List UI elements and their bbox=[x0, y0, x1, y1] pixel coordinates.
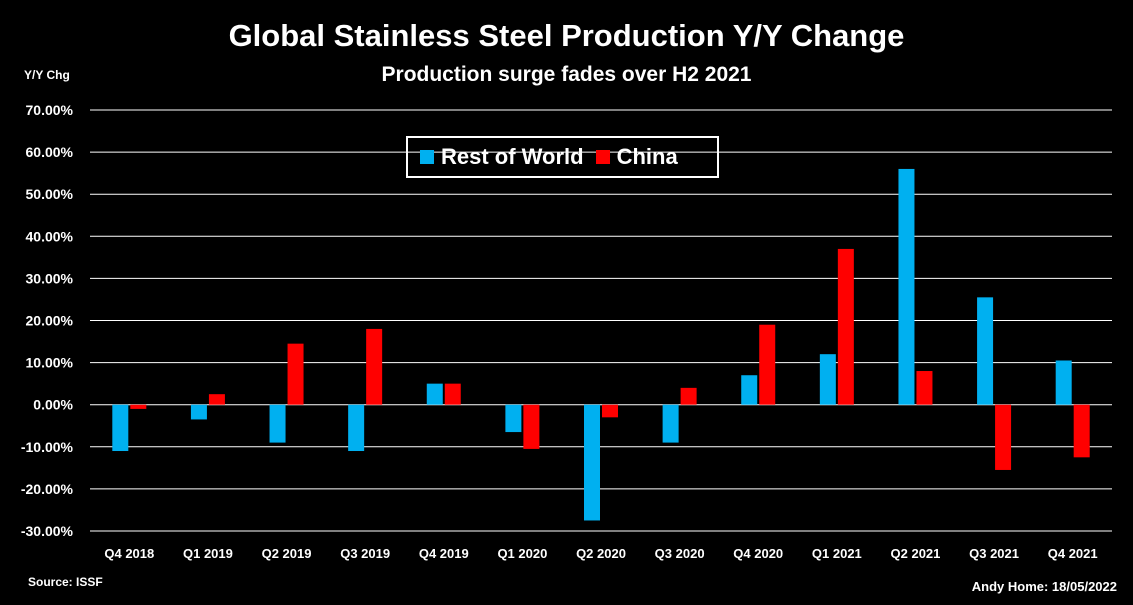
y-tick-label: 30.00% bbox=[26, 270, 74, 286]
x-tick-label: Q1 2019 bbox=[183, 546, 233, 561]
y-axis-label: Y/Y Chg bbox=[24, 68, 70, 82]
bars bbox=[112, 168, 1090, 521]
bar-china-q4-2020 bbox=[759, 324, 776, 405]
y-tick-label: 70.00% bbox=[26, 102, 74, 118]
x-axis-ticks: Q4 2018 Q1 2019 Q2 2019 Q3 2019 Q4 2019 Q1 20… bbox=[104, 546, 1097, 561]
x-tick-label: Q1 2021 bbox=[812, 546, 862, 561]
x-tick-label: Q3 2020 bbox=[655, 546, 705, 561]
bar-china-q1-2019 bbox=[208, 394, 225, 405]
source-note: Source: ISSF bbox=[28, 575, 103, 589]
bar-rest-of-world-q4-2018 bbox=[112, 404, 129, 452]
x-tick-label: Q4 2021 bbox=[1048, 546, 1098, 561]
y-tick-label: 20.00% bbox=[26, 313, 74, 329]
bar-china-q3-2021 bbox=[995, 404, 1012, 470]
bar-china-q2-2019 bbox=[287, 343, 304, 405]
x-tick-label: Q2 2020 bbox=[576, 546, 626, 561]
legend-swatch-china bbox=[595, 150, 610, 164]
legend-item-china: China bbox=[595, 144, 678, 170]
y-tick-label: 40.00% bbox=[26, 228, 74, 244]
y-tick-label: -20.00% bbox=[21, 481, 74, 497]
bar-rest-of-world-q3-2019 bbox=[348, 404, 365, 452]
x-tick-label: Q2 2021 bbox=[891, 546, 941, 561]
bar-rest-of-world-q3-2020 bbox=[662, 404, 679, 443]
bar-china-q3-2019 bbox=[366, 328, 383, 405]
bar-rest-of-world-q1-2021 bbox=[819, 354, 836, 405]
bar-rest-of-world-q4-2019 bbox=[426, 383, 443, 405]
bar-china-q2-2021 bbox=[916, 371, 933, 405]
chart-title: Global Stainless Steel Production Y/Y Ch… bbox=[228, 18, 905, 53]
bar-rest-of-world-q2-2020 bbox=[584, 404, 600, 521]
legend: Rest of World China bbox=[406, 136, 719, 178]
bar-rest-of-world-q4-2021 bbox=[1055, 360, 1072, 405]
bar-rest-of-world-q1-2019 bbox=[190, 404, 207, 420]
y-tick-label: 50.00% bbox=[26, 186, 74, 202]
bar-china-q4-2019 bbox=[444, 383, 461, 405]
x-tick-label: Q4 2019 bbox=[419, 546, 469, 561]
x-tick-label: Q1 2020 bbox=[497, 546, 547, 561]
bar-china-q4-2018 bbox=[130, 404, 147, 409]
y-tick-label: 10.00% bbox=[26, 355, 74, 371]
bar-china-q1-2021 bbox=[837, 248, 854, 405]
bar-china-q3-2020 bbox=[680, 387, 697, 405]
x-tick-label: Q4 2018 bbox=[104, 546, 154, 561]
bar-rest-of-world-q3-2021 bbox=[977, 297, 994, 405]
bar-rest-of-world-q2-2021 bbox=[898, 168, 915, 405]
gridlines bbox=[90, 109, 1112, 532]
bar-china-q4-2021 bbox=[1073, 404, 1090, 458]
x-tick-label: Q4 2020 bbox=[733, 546, 783, 561]
legend-swatch-rest-of-world bbox=[420, 150, 434, 164]
x-tick-label: Q3 2021 bbox=[969, 546, 1019, 561]
bar-rest-of-world-q4-2020 bbox=[741, 375, 758, 405]
y-tick-label: -30.00% bbox=[21, 523, 74, 539]
legend-label-china: China bbox=[616, 144, 678, 169]
bar-rest-of-world-q1-2020 bbox=[505, 404, 522, 433]
legend-label-rest-of-world: Rest of World bbox=[441, 144, 584, 169]
author-credit: Andy Home: 18/05/2022 bbox=[971, 579, 1117, 594]
x-tick-label: Q3 2019 bbox=[340, 546, 390, 561]
legend-item-rest-of-world: Rest of World bbox=[420, 144, 584, 170]
y-axis-ticks: 70.00% 60.00% 50.00% 40.00% 30.00% 20.00% 10.0… bbox=[21, 102, 74, 539]
chart-subtitle: Production surge fades over H2 2021 bbox=[381, 63, 752, 86]
x-tick-label: Q2 2019 bbox=[262, 546, 312, 561]
bar-china-q1-2020 bbox=[523, 404, 540, 449]
y-tick-label: 60.00% bbox=[26, 144, 74, 160]
bar-rest-of-world-q2-2019 bbox=[269, 404, 286, 443]
y-tick-label: -10.00% bbox=[21, 439, 74, 455]
bar-china-q2-2020 bbox=[602, 404, 618, 418]
y-tick-label: 0.00% bbox=[33, 397, 73, 413]
